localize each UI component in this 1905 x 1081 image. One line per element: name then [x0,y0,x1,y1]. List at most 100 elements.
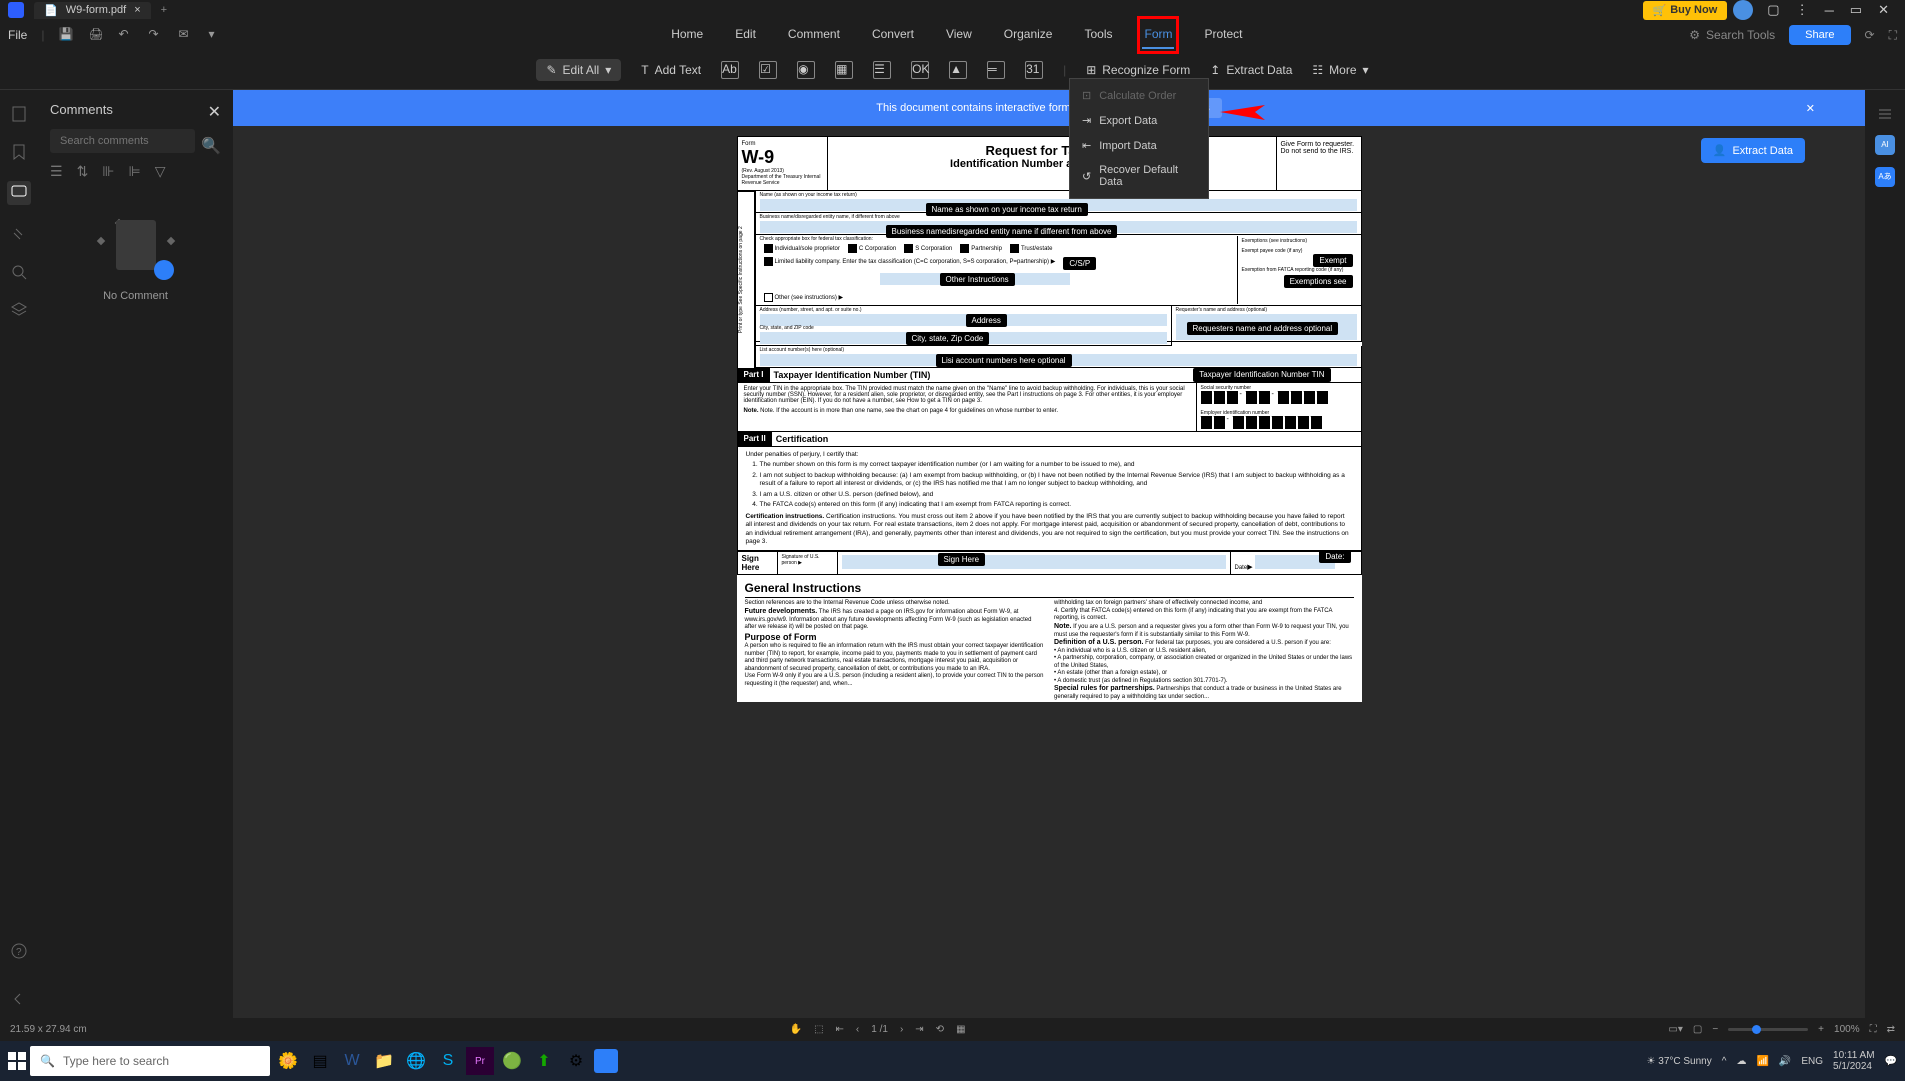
tray-cloud-icon[interactable]: ☁ [1736,1056,1746,1067]
app-logo-icon[interactable] [8,2,24,18]
button-tool-icon[interactable]: OK [911,61,929,79]
nav-comment[interactable]: Comment [786,21,842,49]
ai-tool-icon[interactable]: AI [1875,135,1895,155]
checkbox-tool-icon[interactable]: ☑ [759,61,777,79]
nav-protect[interactable]: Protect [1202,21,1244,49]
buy-now-button[interactable]: 🛒 Buy Now [1643,1,1728,20]
new-tab-icon[interactable]: + [161,4,167,16]
save-icon[interactable]: 💾 [58,27,74,43]
redo-icon[interactable]: ↷ [148,27,164,43]
tray-lang[interactable]: ENG [1801,1056,1823,1067]
kebab-menu-icon[interactable]: ⋮ [1788,2,1817,18]
next-page-icon[interactable]: › [900,1024,903,1035]
sort-icon[interactable]: ⇅ [77,163,89,180]
zoom-level[interactable]: 100% [1834,1024,1860,1035]
first-page-icon[interactable]: ⇤ [836,1024,844,1035]
last-page-icon[interactable]: ⇥ [915,1024,923,1035]
filter2-icon[interactable]: ⊫ [129,163,141,180]
app-green-icon[interactable]: 🟢 [498,1047,526,1075]
date-tool-icon[interactable]: 31 [1025,61,1043,79]
user-avatar-icon[interactable] [1733,0,1753,20]
tray-wifi-icon[interactable]: 📶 [1756,1056,1768,1067]
app-word-icon[interactable]: W [338,1047,366,1075]
more-button[interactable]: ☷ More ▾ [1312,63,1368,77]
search-rail-icon[interactable] [10,263,28,281]
app-chrome-icon[interactable]: 🌐 [402,1047,430,1075]
app-explorer-icon[interactable]: 📁 [370,1047,398,1075]
close-panel-icon[interactable]: ✕ [208,102,221,122]
search-icon[interactable]: 🔍 [201,136,221,156]
document-tab[interactable]: 📄 W9-form.pdf × [34,2,151,19]
tray-volume-icon[interactable]: 🔊 [1779,1056,1791,1067]
help-icon[interactable]: ? [10,942,28,960]
minimize-button[interactable]: ─ [1817,3,1842,18]
compare-icon[interactable]: ⇄ [1887,1024,1895,1035]
nav-organize[interactable]: Organize [1002,21,1055,49]
textfield-tool-icon[interactable]: Ab [721,61,739,79]
list-view-icon[interactable]: ☰ [50,163,63,180]
banner-close-icon[interactable]: ✕ [1806,102,1815,115]
image-tool-icon[interactable]: ▲ [949,61,967,79]
listbox-tool-icon[interactable]: ☰ [873,61,891,79]
edit-all-button[interactable]: ✎ Edit All ▾ [536,59,621,81]
extract-data-button[interactable]: ↥ Extract Data [1210,63,1292,77]
attachment-icon[interactable] [10,225,28,243]
nav-form[interactable]: Form [1142,21,1174,49]
radio-tool-icon[interactable]: ◉ [797,61,815,79]
comment-icon[interactable] [7,181,31,205]
zoom-slider[interactable] [1728,1028,1808,1031]
file-menu[interactable]: File [8,28,27,42]
collapse-icon[interactable] [10,990,28,1008]
ein-field[interactable]: TeTe- TeTeTeTeTeTeTe [1201,416,1357,429]
close-button[interactable]: ✕ [1870,2,1897,18]
fullscreen-icon[interactable]: ⛶ [1870,1024,1877,1035]
add-text-button[interactable]: T Add Text [641,63,701,77]
tray-chevron-icon[interactable]: ^ [1722,1056,1727,1067]
recognize-form-button[interactable]: ⊞ Recognize Form [1086,63,1190,77]
adjust-icon[interactable] [1876,105,1894,123]
funnel-icon[interactable]: ▽ [155,163,166,180]
mail-icon[interactable]: ✉ [178,27,194,43]
windows-start-icon[interactable] [8,1052,26,1070]
weather-widget[interactable]: ☀ 37°C Sunny [1647,1056,1712,1067]
nav-tools[interactable]: Tools [1082,21,1114,49]
nav-view[interactable]: View [944,21,974,49]
combobox-tool-icon[interactable]: ▦ [835,61,853,79]
dropdown-import-data[interactable]: ⇤ Import Data [1070,133,1208,158]
search-comments-input[interactable] [50,129,195,153]
zoom-out-icon[interactable]: − [1712,1024,1718,1035]
app-flowers-icon[interactable]: 🌼 [274,1047,302,1075]
layers-icon[interactable] [10,301,28,319]
app-pdfelement-icon[interactable] [594,1049,618,1073]
ssn-field[interactable]: TeTe- TeTe- TeTeTeT [1201,391,1357,404]
taskbar-search[interactable]: 🔍 Type here to search [30,1046,270,1076]
fit-page-icon[interactable]: ▭▾ [1668,1024,1682,1035]
bookmark-icon[interactable] [10,143,28,161]
cloud-icon[interactable]: ⟳ [1865,28,1875,42]
tab-close-icon[interactable]: × [134,4,140,16]
select-tool-icon[interactable]: ⬚ [814,1024,823,1035]
nav-convert[interactable]: Convert [870,21,916,49]
layout-icon[interactable]: ▦ [956,1024,965,1035]
prev-page-icon[interactable]: ‹ [856,1024,859,1035]
hand-tool-icon[interactable]: ✋ [790,1024,802,1035]
filter1-icon[interactable]: ⊪ [102,163,114,180]
page-icon[interactable] [10,105,28,123]
rotate-icon[interactable]: ⟲ [936,1024,944,1035]
tray-notifications-icon[interactable]: 💬 [1885,1056,1897,1067]
maximize-button[interactable]: ▭ [1842,2,1870,18]
dropdown-recover-default[interactable]: ↺ Recover Default Data [1070,158,1208,194]
extract-data-badge[interactable]: 👤 Extract Data [1701,138,1805,163]
tray-clock[interactable]: 10:11 AM5/1/2024 [1833,1050,1875,1072]
notify-icon[interactable]: ▢ [1759,2,1787,18]
nav-edit[interactable]: Edit [733,21,758,49]
translate-icon[interactable]: Aあ [1875,167,1895,187]
print-icon[interactable]: 🖨 [88,27,104,43]
zoom-in-icon[interactable]: + [1818,1024,1824,1035]
app-task-view-icon[interactable]: ▤ [306,1047,334,1075]
share-button[interactable]: Share [1789,25,1850,45]
field-signature[interactable] [842,555,1226,569]
dropdown-export-data[interactable]: ⇥ Export Data [1070,108,1208,133]
expand-icon[interactable]: ⛶ [1889,28,1897,43]
app-premiere-icon[interactable]: Pr [466,1047,494,1075]
